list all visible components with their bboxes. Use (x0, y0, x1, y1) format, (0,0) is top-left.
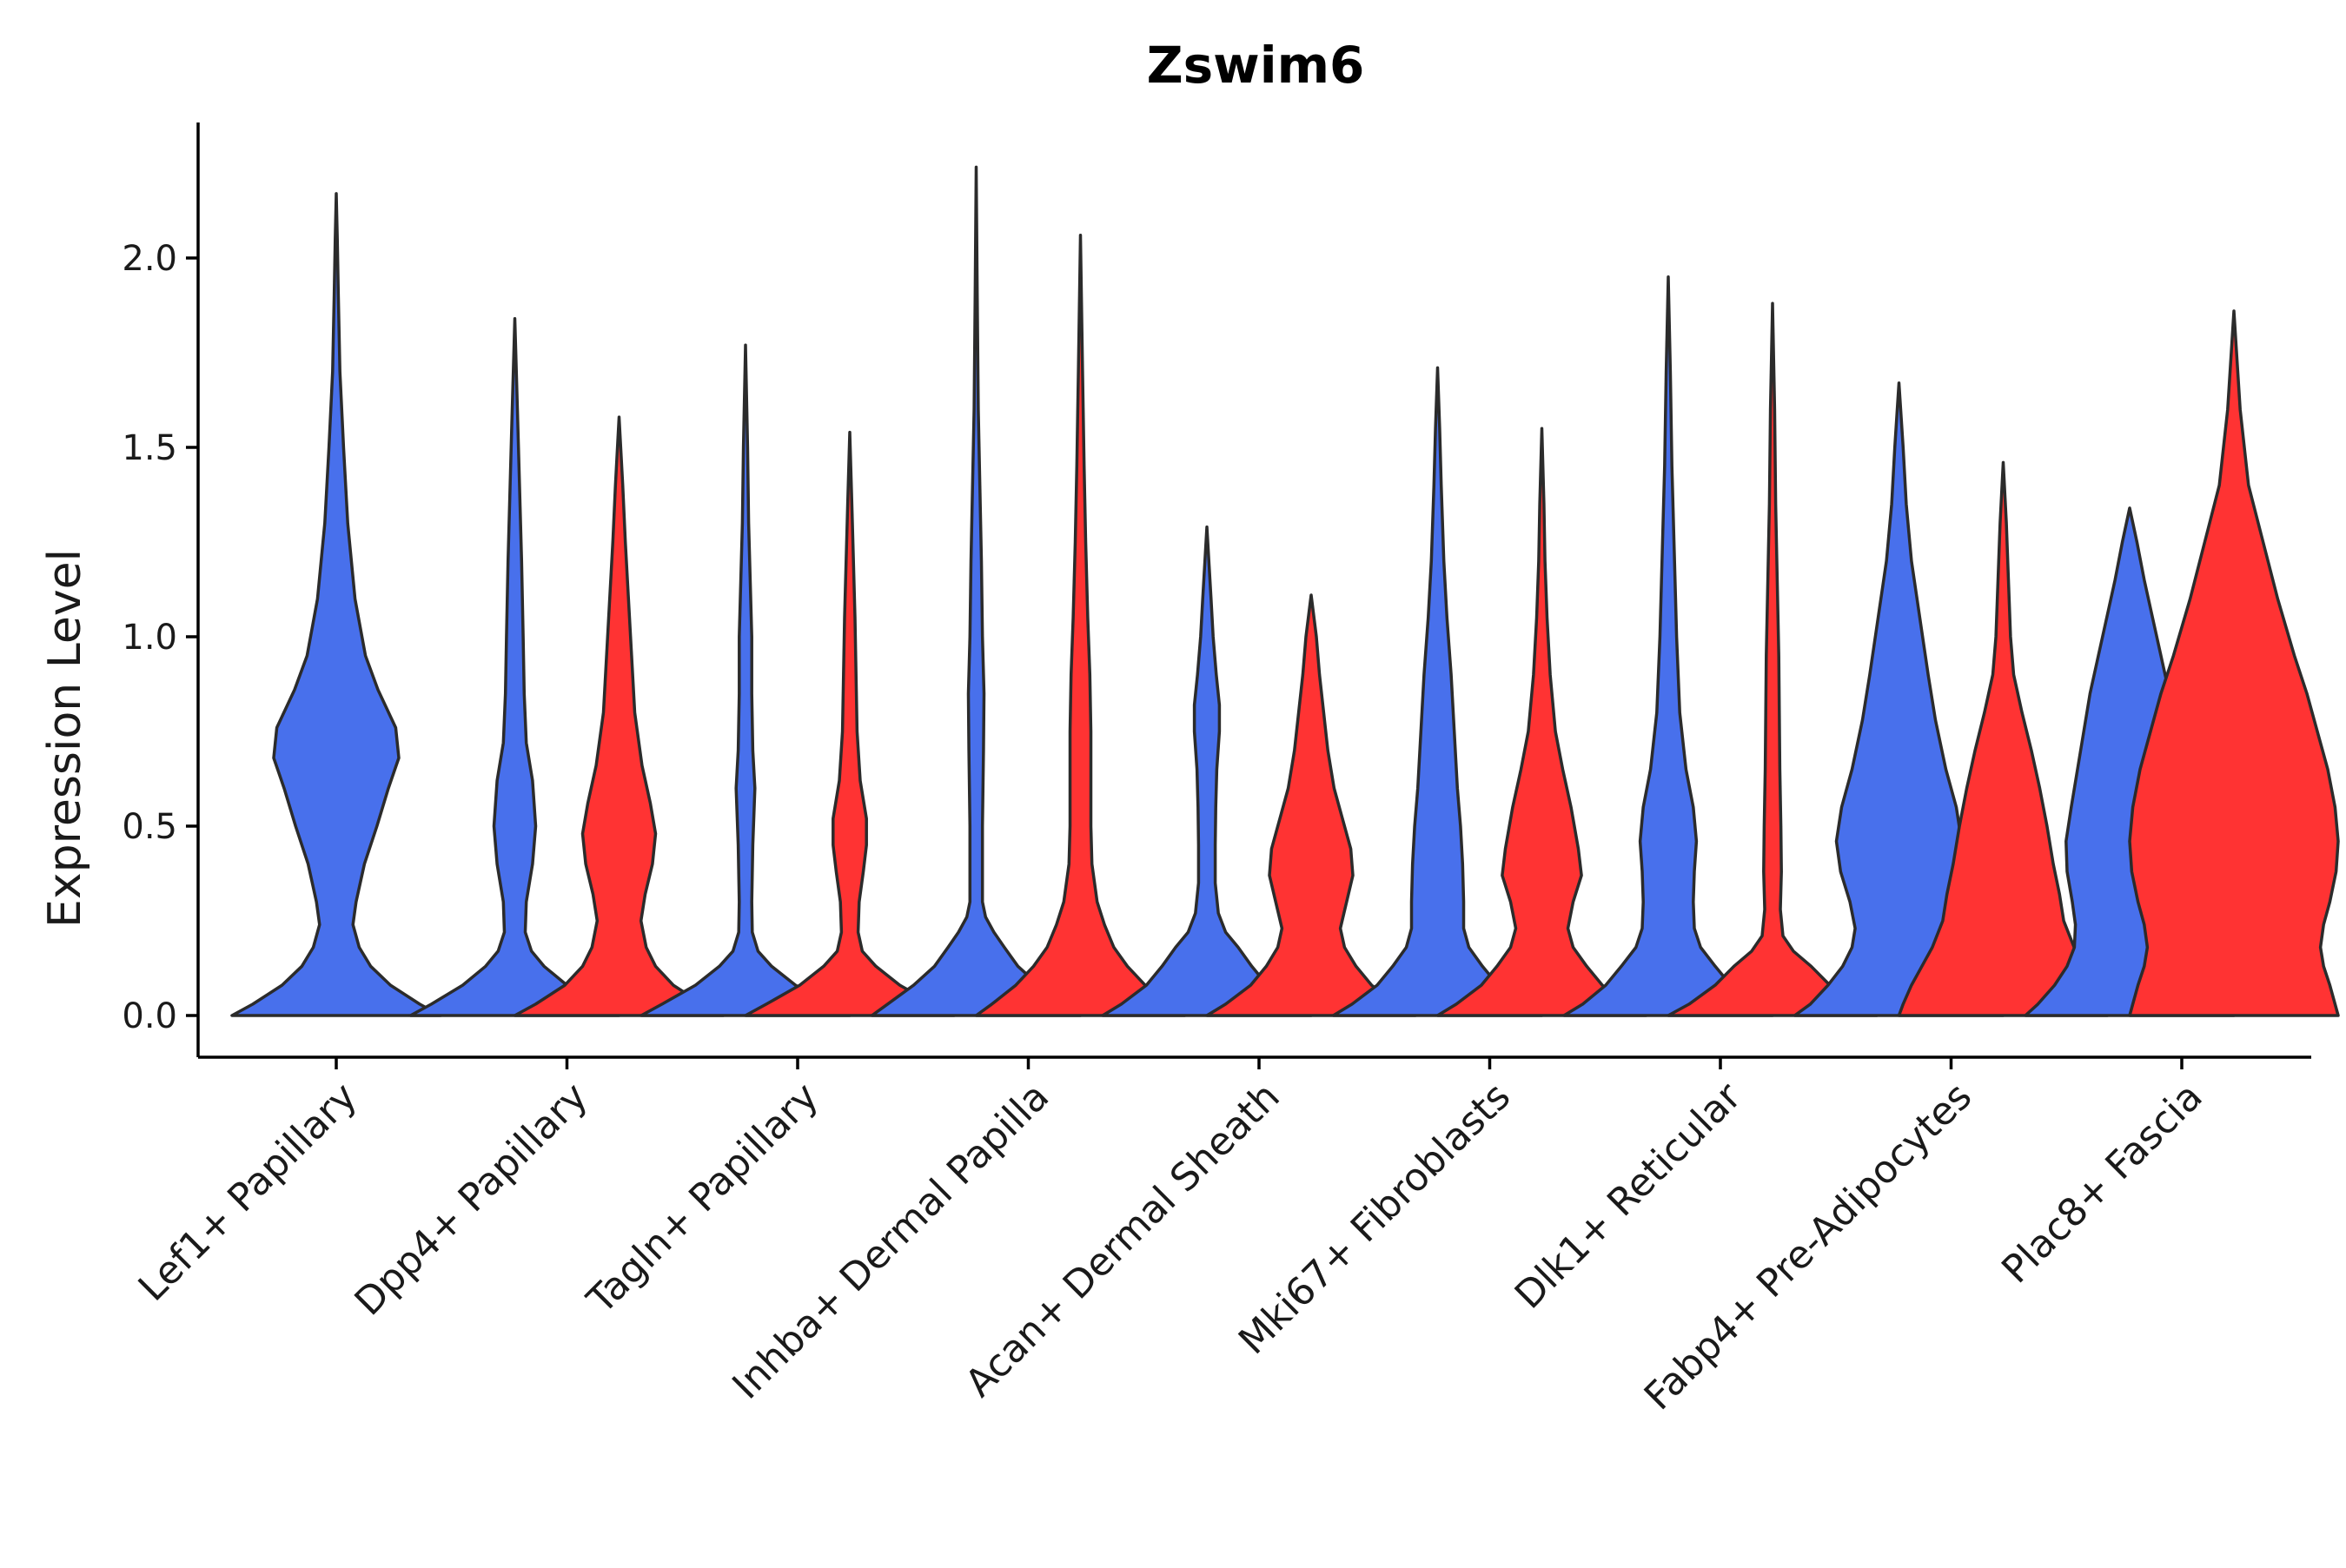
y-tick-label: 1.0 (122, 618, 177, 658)
x-tick-label: Dpp4+ Papillary (347, 1075, 597, 1325)
y-tick-label: 0.0 (122, 996, 177, 1036)
x-tick-label: Plac8+ Fascia (1993, 1075, 2211, 1293)
y-tick-label: 0.5 (122, 807, 177, 847)
violin-blue-4 (870, 165, 1083, 1017)
violin-red-9 (2128, 309, 2340, 1017)
violins-layer (230, 165, 2340, 1017)
y-tick-label: 2.0 (122, 239, 177, 279)
violin-red-8 (1897, 460, 2110, 1017)
violin-red-4 (974, 234, 1187, 1017)
violin-blue-2 (408, 317, 621, 1017)
y-tick-label: 1.5 (122, 428, 177, 468)
violin-red-7 (1667, 301, 1879, 1017)
y-axis-label: Expression Level (39, 549, 91, 928)
x-tick-label: Dlk1+ Reticular (1507, 1074, 1751, 1318)
violin-red-2 (513, 415, 726, 1017)
violin-blue-3 (640, 343, 852, 1017)
violin-red-5 (1205, 593, 1417, 1017)
violin-blue-6 (1331, 366, 1544, 1017)
x-tick-label: Lef1+ Papillary (130, 1075, 366, 1310)
violin-blue-5 (1101, 525, 1313, 1017)
violin-blue-7 (1562, 275, 1774, 1017)
x-tick-label: Tagln+ Papillary (579, 1075, 827, 1323)
violin-red-3 (744, 430, 956, 1017)
violin-red-6 (1435, 427, 1648, 1017)
violin-blue-1 (230, 192, 442, 1017)
chart-title: Zswim6 (1147, 36, 1365, 95)
